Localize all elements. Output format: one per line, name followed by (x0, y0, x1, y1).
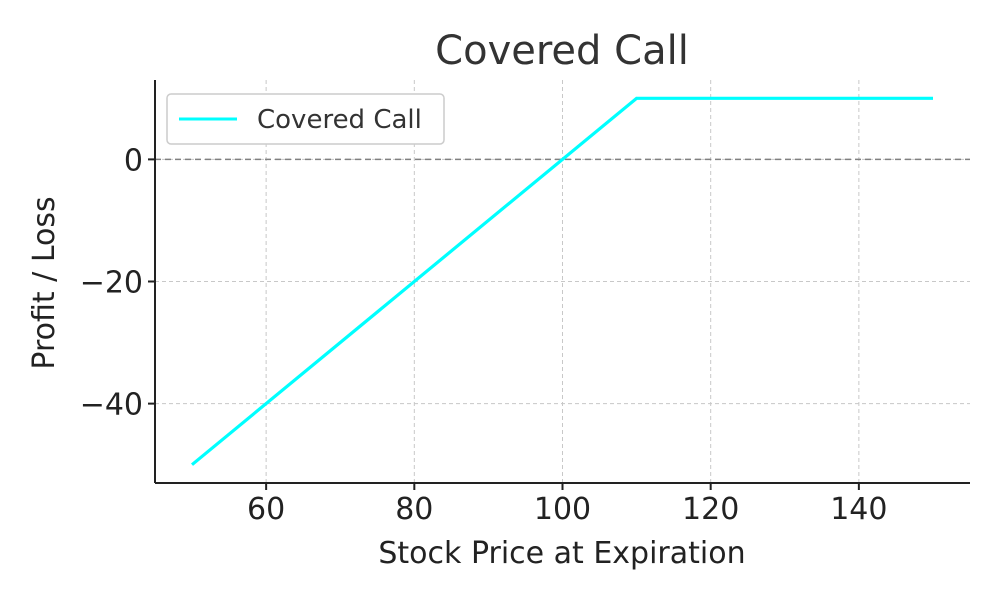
x-tick-label: 140 (830, 492, 887, 527)
x-axis-ticks: 60 80 100 120 140 (247, 483, 887, 527)
y-axis-ticks: 0 −20 −40 (80, 143, 155, 423)
series-line-covered-call (190, 96, 933, 466)
x-tick-label: 60 (247, 492, 285, 527)
chart-title: Covered Call (435, 28, 689, 74)
legend-box (166, 93, 445, 145)
legend: Covered Call (166, 93, 445, 145)
x-tick-label: 120 (682, 492, 739, 527)
y-axis-label: Profit / Loss (27, 196, 62, 369)
y-tick-label: 0 (124, 143, 143, 178)
x-axis-label: Stock Price at Expiration (378, 536, 745, 571)
series-layer (190, 96, 933, 466)
y-tick-label: −40 (80, 388, 143, 423)
x-tick-label: 100 (534, 492, 591, 527)
y-tick-label: −20 (80, 266, 143, 301)
x-tick-label: 80 (395, 492, 433, 527)
legend-label: Covered Call (257, 105, 422, 135)
